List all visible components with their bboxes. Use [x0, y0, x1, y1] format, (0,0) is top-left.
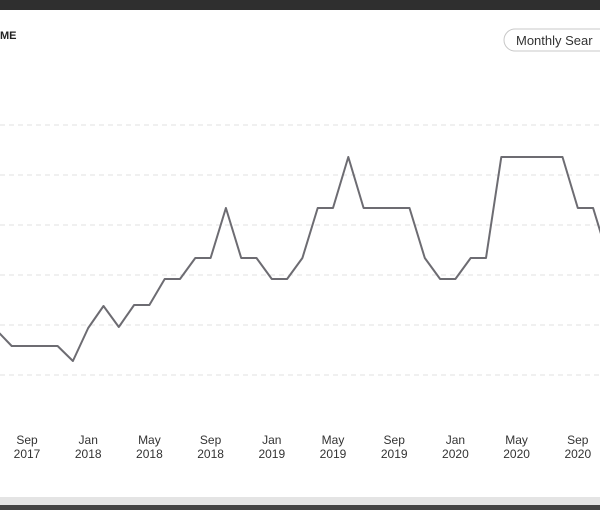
line	[0, 156, 600, 362]
bottom-edge	[0, 505, 600, 510]
x-tick-label: Sep 2020	[564, 433, 591, 461]
x-tick-label: Sep 2018	[197, 433, 224, 461]
x-tick-label: Jan 2019	[258, 433, 285, 461]
x-tick-label: Sep 2017	[14, 433, 41, 461]
toggle-button[interactable]	[503, 28, 600, 52]
x-tick-label: Sep 2019	[381, 433, 408, 461]
x-tick-label: Jan 2018	[75, 433, 102, 461]
chart-title: ME	[0, 30, 17, 42]
top-bar	[0, 0, 600, 10]
x-tick-label: Jan 2020	[442, 433, 469, 461]
toggle-button-label[interactable]: Monthly Sear	[516, 33, 593, 48]
x-tick-label: May 2020	[503, 433, 530, 461]
x-tick-label: May 2019	[320, 433, 347, 461]
x-tick-label: May 2018	[136, 433, 163, 461]
